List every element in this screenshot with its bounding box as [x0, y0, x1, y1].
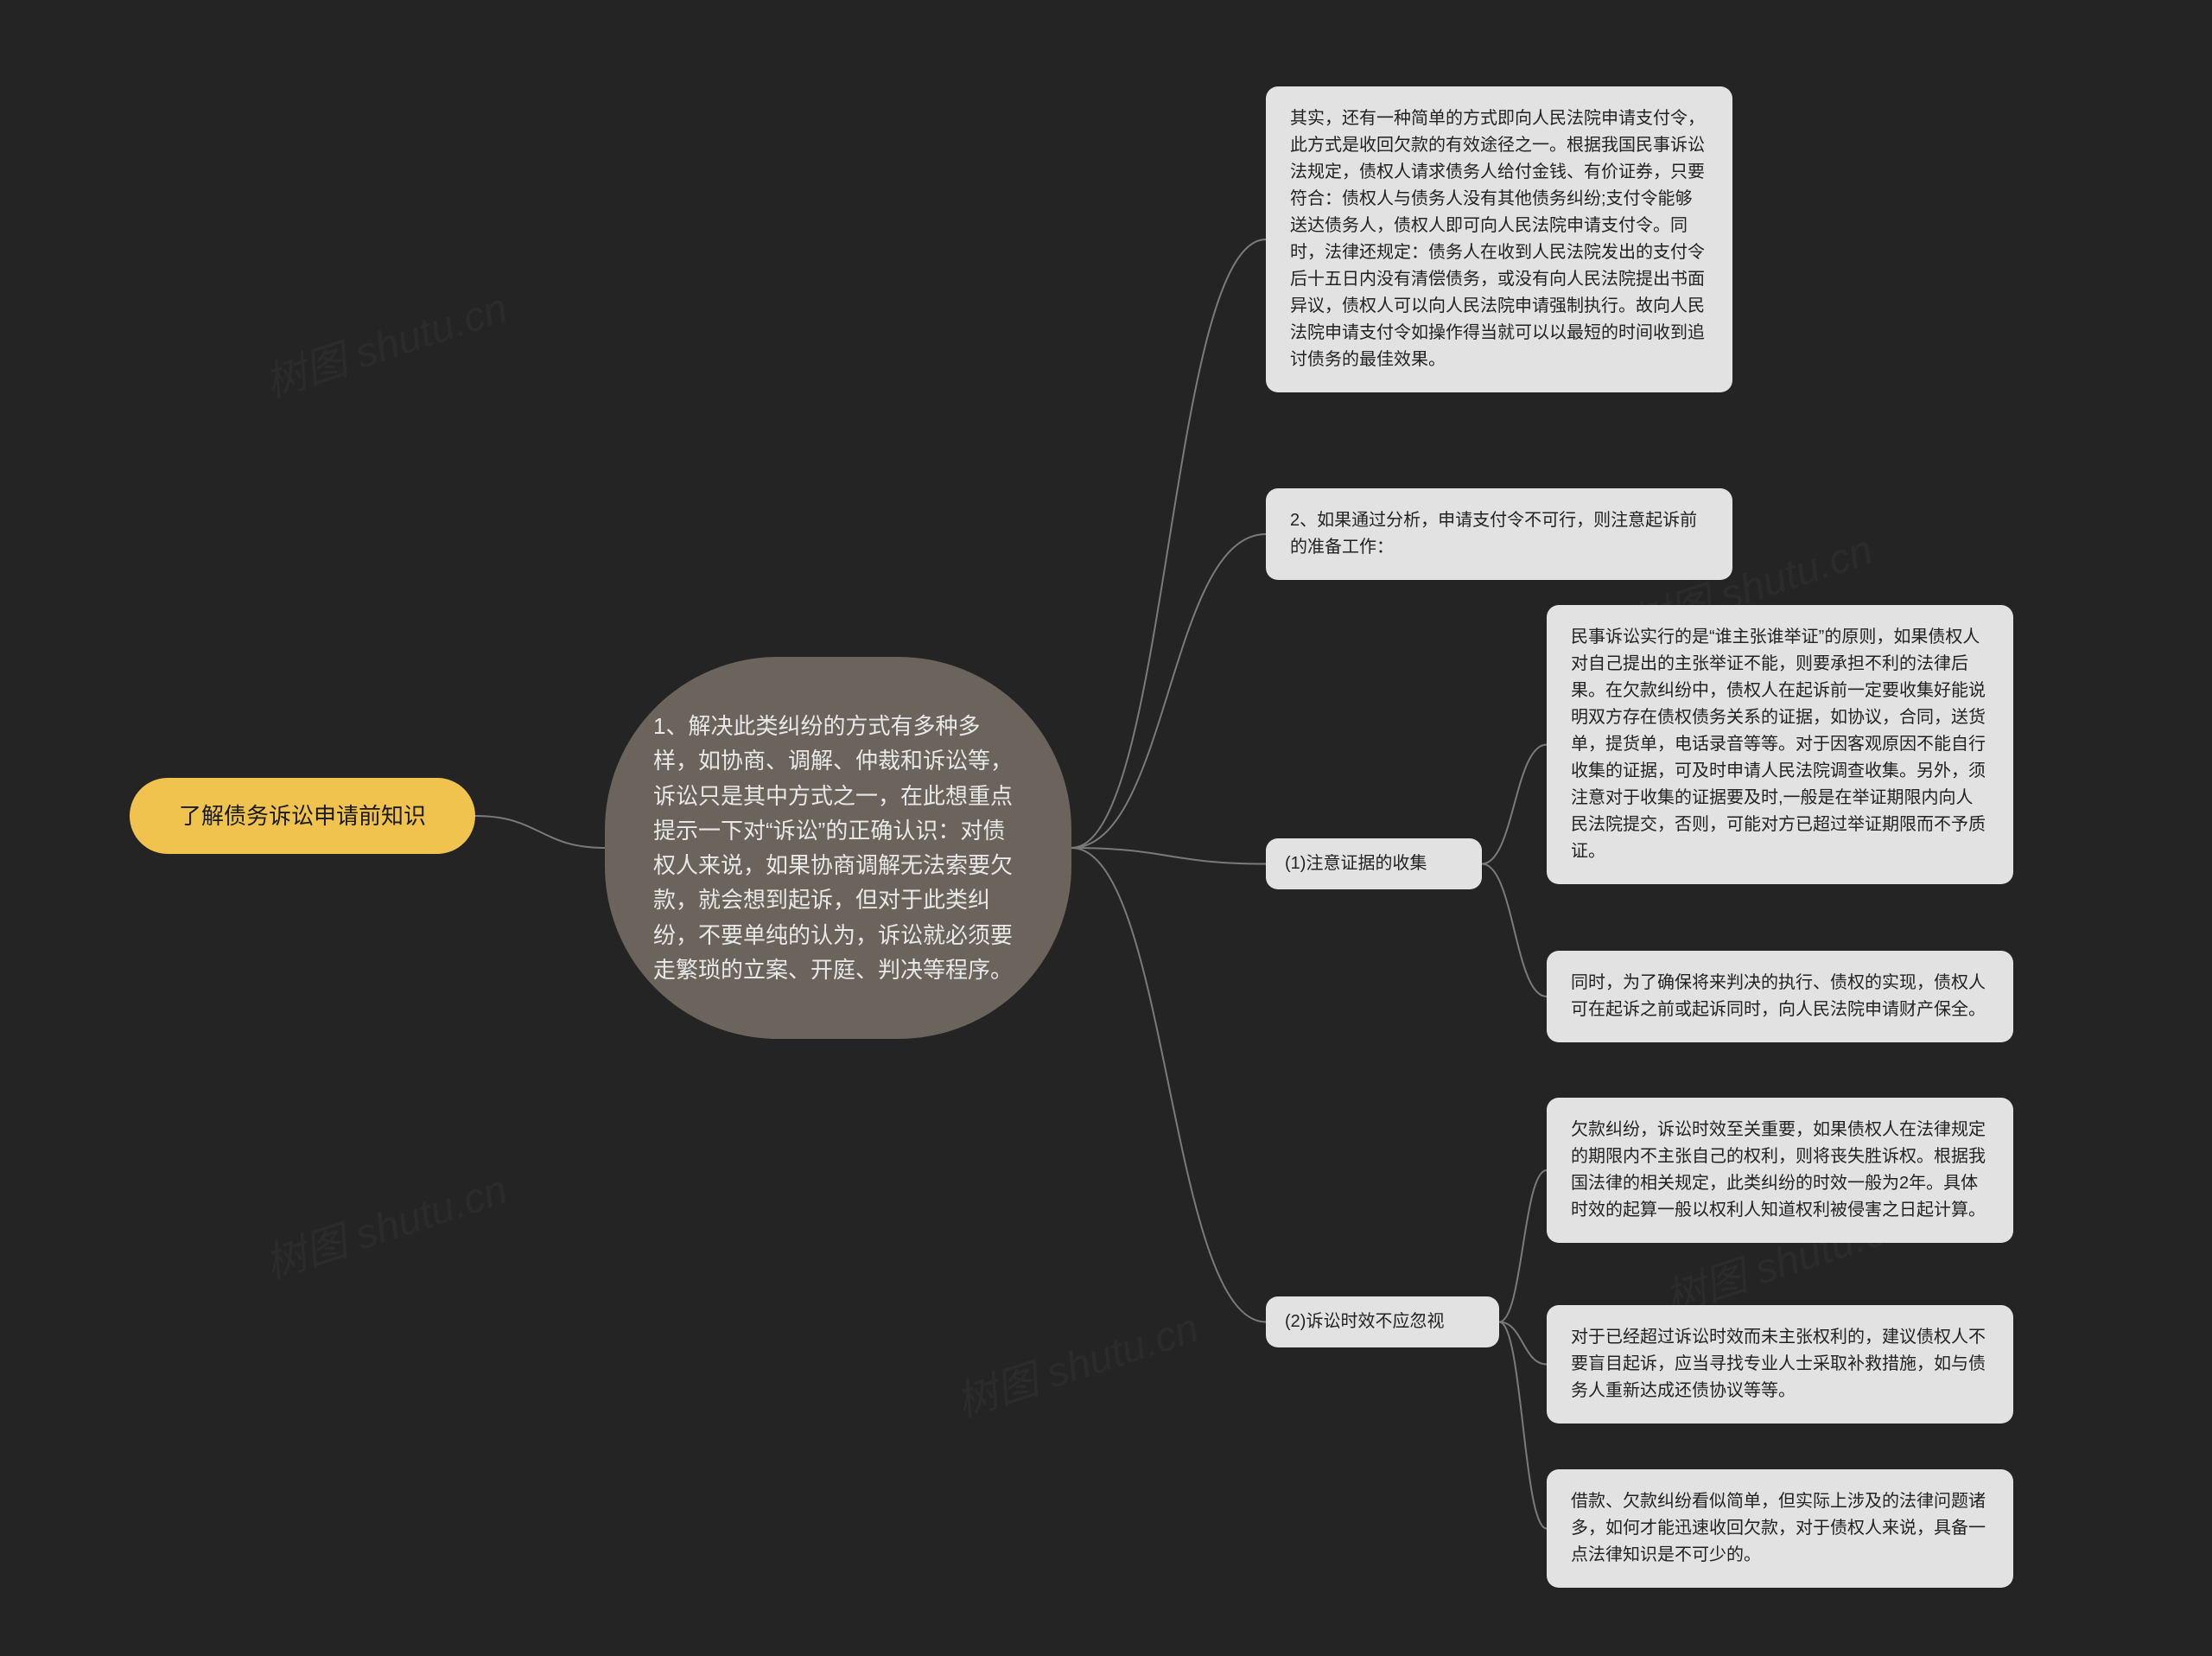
leaf-node-payment-order[interactable]: 其实，还有一种简单的方式即向人民法院申请支付令，此方式是收回欠款的有效途径之一。… [1266, 86, 1732, 392]
leaf-text: 借款、欠款纠纷看似简单，但实际上涉及的法律问题诸多，如何才能迅速收回欠款，对于债… [1571, 1492, 1986, 1564]
leaf-text: 对于已经超过诉讼时效而未主张权利的，建议债权人不要盲目起诉，应当寻找专业人士采取… [1571, 1328, 1986, 1400]
root-node[interactable]: 了解债务诉讼申请前知识 [130, 778, 475, 854]
watermark: 树图 shutu.cn [947, 1294, 1205, 1429]
leaf-node-limitation-advice[interactable]: 对于已经超过诉讼时效而未主张权利的，建议债权人不要盲目起诉，应当寻找专业人士采取… [1547, 1305, 2013, 1424]
sub-text: (1)注意证据的收集 [1285, 854, 1427, 873]
connector [1499, 1170, 1547, 1322]
branch-node-methods[interactable]: 1、解决此类纠纷的方式有多种多样，如协商、调解、仲裁和诉讼等，诉讼只是其中方式之… [605, 657, 1071, 1039]
leaf-node-evidence-detail[interactable]: 民事诉讼实行的是“谁主张谁举证”的原则，如果债权人对自己提出的主张举证不能，则要… [1547, 605, 2013, 884]
connector [1071, 848, 1266, 864]
leaf-node-property-preservation[interactable]: 同时，为了确保将来判决的执行、债权的实现，债权人可在起诉之前或起诉同时，向人民法… [1547, 951, 2013, 1042]
connector [1071, 848, 1266, 1322]
branch-text: 1、解决此类纠纷的方式有多种多样，如协商、调解、仲裁和诉讼等，诉讼只是其中方式之… [653, 713, 1013, 983]
leaf-text: 其实，还有一种简单的方式即向人民法院申请支付令，此方式是收回欠款的有效途径之一。… [1290, 109, 1705, 369]
connector [1071, 534, 1266, 848]
sub-text: (2)诉讼时效不应忽视 [1285, 1312, 1444, 1331]
sub-node-limitation[interactable]: (2)诉讼时效不应忽视 [1266, 1296, 1499, 1347]
leaf-text: 民事诉讼实行的是“谁主张谁举证”的原则，如果债权人对自己提出的主张举证不能，则要… [1571, 627, 1986, 861]
watermark: 树图 shutu.cn [256, 1156, 513, 1290]
root-text: 了解债务诉讼申请前知识 [179, 803, 426, 829]
sub-node-evidence[interactable]: (1)注意证据的收集 [1266, 838, 1482, 889]
leaf-node-preparation-heading[interactable]: 2、如果通过分析，申请支付令不可行，则注意起诉前的准备工作： [1266, 488, 1732, 580]
leaf-node-conclusion[interactable]: 借款、欠款纠纷看似简单，但实际上涉及的法律问题诸多，如何才能迅速收回欠款，对于债… [1547, 1469, 2013, 1588]
connector [1482, 864, 1547, 997]
leaf-text: 2、如果通过分析，申请支付令不可行，则注意起诉前的准备工作： [1290, 511, 1697, 557]
mindmap-stage: 树图 shutu.cn 树图 shutu.cn 树图 shutu.cn 树图 s… [0, 0, 2212, 1656]
connector [1499, 1322, 1547, 1365]
leaf-text: 欠款纠纷，诉讼时效至关重要，如果债权人在法律规定的期限内不主张自己的权利，则将丧… [1571, 1120, 1986, 1220]
watermark: 树图 shutu.cn [256, 274, 513, 409]
leaf-text: 同时，为了确保将来判决的执行、债权的实现，债权人可在起诉之前或起诉同时，向人民法… [1571, 973, 1986, 1019]
connector [475, 816, 605, 848]
connector [1499, 1322, 1547, 1529]
leaf-node-limitation-detail[interactable]: 欠款纠纷，诉讼时效至关重要，如果债权人在法律规定的期限内不主张自己的权利，则将丧… [1547, 1098, 2013, 1243]
connector [1071, 239, 1266, 848]
connector [1482, 745, 1547, 864]
